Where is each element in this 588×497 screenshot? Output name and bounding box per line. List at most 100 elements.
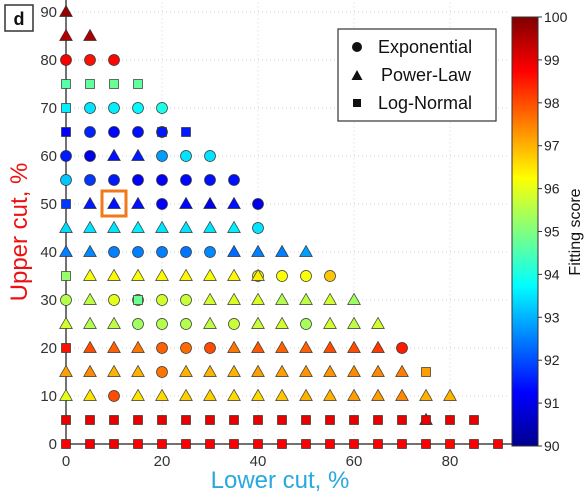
y-axis-label: Upper cut, % (6, 163, 33, 302)
power-law-point (83, 292, 97, 305)
power-law-point (107, 220, 121, 233)
power-law-point (347, 316, 361, 329)
exponential-point (180, 318, 192, 330)
power-law-point (251, 244, 265, 257)
log-normal-point (61, 415, 71, 425)
power-law-point (347, 292, 361, 305)
exponential-point (60, 294, 72, 306)
log-normal-point (61, 79, 71, 89)
legend-label-exponential: Exponential (378, 37, 472, 57)
y-tick-label: 30 (40, 292, 57, 309)
exponential-point (180, 150, 192, 162)
power-law-point (59, 316, 73, 329)
power-law-point (83, 196, 97, 209)
power-law-point (203, 220, 217, 233)
exponential-point (84, 150, 96, 162)
log-normal-point (181, 439, 191, 449)
colorbar-tick-label: 92 (544, 352, 560, 368)
colorbar-tick-label: 98 (544, 95, 560, 111)
power-law-point (395, 364, 409, 377)
log-normal-point (277, 439, 287, 449)
exponential-point (252, 222, 264, 234)
log-normal-point (253, 439, 263, 449)
x-tick-label: 80 (442, 453, 459, 470)
exponential-point (156, 102, 168, 114)
power-law-point (59, 388, 73, 401)
log-normal-point (157, 127, 167, 137)
log-normal-point (397, 415, 407, 425)
legend-triangle-icon (351, 70, 363, 80)
exponential-point (252, 198, 264, 210)
power-law-point (131, 220, 145, 233)
power-law-point (107, 340, 121, 353)
exponential-point (132, 246, 144, 258)
power-law-point (203, 196, 217, 209)
log-normal-point (109, 415, 119, 425)
power-law-point (203, 388, 217, 401)
y-tick-label: 40 (40, 244, 57, 261)
power-law-point (227, 220, 241, 233)
exponential-point (60, 174, 72, 186)
power-law-point (83, 220, 97, 233)
power-law-point (251, 364, 265, 377)
exponential-point (60, 150, 72, 162)
exponential-point (132, 318, 144, 330)
power-law-point (179, 388, 193, 401)
legend-square-icon (353, 99, 361, 107)
power-law-point (131, 148, 145, 161)
exponential-point (84, 126, 96, 138)
power-law-point (347, 388, 361, 401)
x-tick-label: 40 (250, 453, 267, 470)
power-law-point (323, 292, 337, 305)
exponential-point (156, 198, 168, 210)
legend-label-log-normal: Log-Normal (378, 93, 472, 113)
power-law-point (347, 340, 361, 353)
power-law-point (131, 364, 145, 377)
exponential-point (108, 126, 120, 138)
power-law-point (155, 220, 169, 233)
power-law-point (179, 196, 193, 209)
power-law-point (59, 244, 73, 257)
power-law-point (371, 388, 385, 401)
y-tick-label: 0 (49, 436, 57, 453)
exponential-point (228, 318, 240, 330)
power-law-point (251, 316, 265, 329)
exponential-point (132, 102, 144, 114)
log-normal-point (325, 415, 335, 425)
exponential-point (276, 270, 288, 282)
colorbar-tick-label: 91 (544, 395, 560, 411)
exponential-point (156, 150, 168, 162)
exponential-point (84, 174, 96, 186)
power-law-point (107, 268, 121, 281)
y-tick-label: 80 (40, 52, 57, 69)
colorbar-tick-label: 96 (544, 181, 560, 197)
power-law-point (323, 340, 337, 353)
exponential-point (324, 270, 336, 282)
log-normal-point (61, 271, 71, 281)
colorbar-tick-label: 99 (544, 52, 560, 68)
log-normal-point (469, 439, 479, 449)
log-normal-point (373, 439, 383, 449)
log-normal-point (61, 127, 71, 137)
colorbar-tick-label: 94 (544, 266, 560, 282)
exponential-point (180, 174, 192, 186)
exponential-point (300, 318, 312, 330)
colorbar-tick-label: 97 (544, 138, 560, 154)
power-law-point (227, 292, 241, 305)
exponential-point (180, 246, 192, 258)
log-normal-point (445, 415, 455, 425)
log-normal-point (109, 439, 119, 449)
power-law-point (83, 340, 97, 353)
exponential-point (108, 390, 120, 402)
power-law-point (299, 340, 313, 353)
log-normal-point (301, 439, 311, 449)
y-tick-label: 60 (40, 148, 57, 165)
exponential-point (156, 318, 168, 330)
log-normal-point (349, 415, 359, 425)
legend-label-power-law: Power-Law (381, 65, 472, 85)
exponential-point (204, 342, 216, 354)
log-normal-point (61, 343, 71, 353)
exponential-point (396, 342, 408, 354)
log-normal-point (205, 415, 215, 425)
